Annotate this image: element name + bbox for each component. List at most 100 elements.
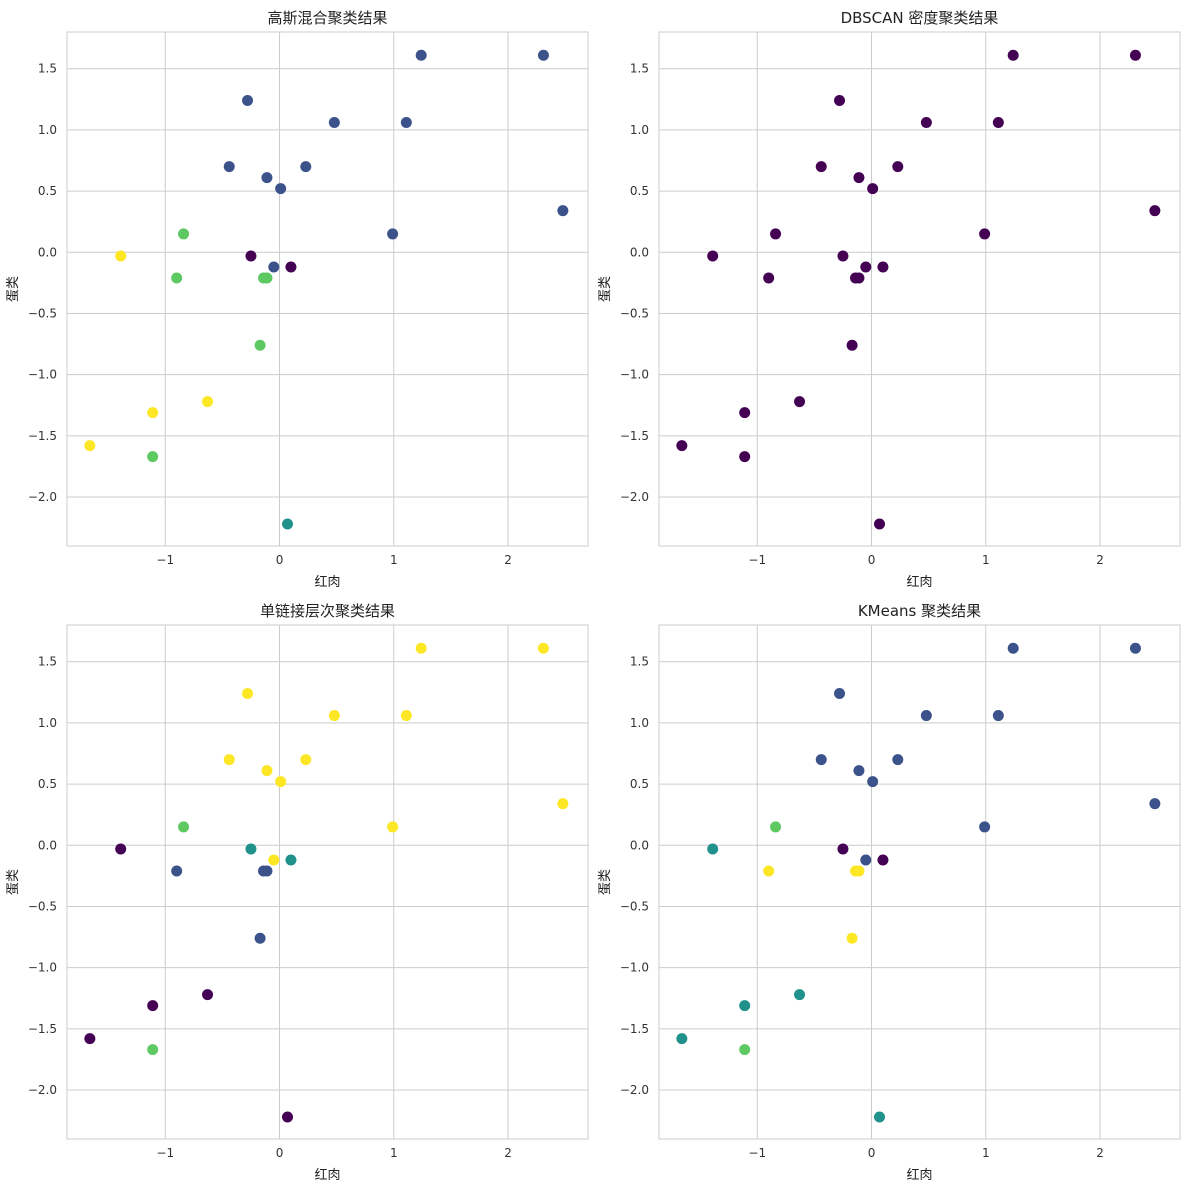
scatter-point: [877, 261, 889, 273]
scatter-point: [1149, 205, 1161, 217]
scatter-point: [275, 776, 287, 788]
scatter-point: [147, 407, 159, 419]
scatter-point: [834, 688, 846, 700]
scatter-point: [415, 49, 427, 61]
scatter-point: [853, 865, 865, 877]
scatter-point: [794, 396, 806, 408]
scatter-point: [739, 1044, 751, 1056]
scatter-point: [676, 1033, 688, 1045]
scatter-point: [261, 865, 273, 877]
y-tick-label: −0.5: [620, 899, 649, 913]
scatter-point: [115, 250, 127, 262]
scatter-point: [147, 451, 159, 463]
scatter-point: [415, 642, 427, 654]
scatter-point: [1007, 642, 1019, 654]
scatter-point: [837, 843, 849, 855]
scatter-point: [867, 776, 879, 788]
x-tick-label: −1: [748, 553, 766, 567]
y-tick-label: −1.5: [620, 1022, 649, 1036]
x-tick-label: −1: [156, 1146, 174, 1160]
y-tick-label: 1.0: [38, 123, 57, 137]
scatter-point: [1129, 642, 1141, 654]
y-tick-label: 0.5: [38, 777, 57, 791]
x-tick-label: −1: [156, 553, 174, 567]
scatter-point: [202, 396, 214, 408]
scatter-point: [860, 261, 872, 273]
scatter-point: [245, 250, 257, 262]
y-tick-label: 0.0: [38, 838, 57, 852]
y-tick-label: 1.5: [630, 655, 649, 669]
scatter-point: [254, 339, 266, 351]
y-axis-label: 蛋类: [598, 869, 613, 895]
y-axis-label: 蛋类: [598, 276, 613, 302]
scatter-point: [834, 95, 846, 107]
scatter-point: [867, 183, 879, 195]
scatter-point: [400, 710, 412, 722]
scatter-point: [992, 117, 1004, 129]
chart-title: DBSCAN 密度聚类结果: [841, 9, 999, 27]
scatter-point: [261, 765, 273, 777]
scatter-point: [223, 161, 235, 173]
scatter-point: [261, 172, 273, 184]
y-tick-label: 0.0: [630, 245, 649, 259]
y-tick-label: −0.5: [620, 306, 649, 320]
y-axis-label: 蛋类: [6, 869, 21, 895]
scatter-point: [815, 161, 827, 173]
scatter-point: [853, 272, 865, 284]
y-axis-label: 蛋类: [6, 276, 21, 302]
plot-frame: [66, 31, 589, 547]
y-tick-label: 1.0: [38, 716, 57, 730]
scatter-point: [979, 228, 991, 240]
scatter-point: [979, 821, 991, 833]
scatter-panel-2: −1 0 1 2 −2.0 −1.5 −1.0 −0.5 0.0 0.5 1.0 1.5 DBSCAN …: [598, 9, 1181, 590]
scatter-point: [223, 754, 235, 766]
chart-title: 单链接层次聚类结果: [260, 602, 395, 620]
x-tick-label: 2: [504, 1146, 512, 1160]
scatter-point: [557, 798, 569, 810]
x-tick-label: 0: [868, 553, 876, 567]
scatter-point: [242, 95, 254, 107]
scatter-point: [328, 117, 340, 129]
y-tick-label: −1.0: [620, 368, 649, 382]
scatter-point: [268, 854, 280, 866]
y-tick-label: −0.5: [28, 306, 57, 320]
scatter-point: [892, 754, 904, 766]
scatter-point: [261, 272, 273, 284]
scatter-point: [171, 865, 183, 877]
scatter-panel-4: −1 0 1 2 −2.0 −1.5 −1.0 −0.5 0.0 0.5 1.0 1.5 KMeans …: [598, 602, 1181, 1183]
scatter-point: [245, 843, 257, 855]
y-tick-label: −1.5: [28, 1022, 57, 1036]
scatter-point: [300, 754, 312, 766]
y-tick-label: 1.0: [630, 716, 649, 730]
scatter-point: [300, 161, 312, 173]
scatter-point: [1149, 798, 1161, 810]
scatter-point: [84, 440, 96, 452]
scatter-point: [1007, 49, 1019, 61]
scatter-point: [202, 989, 214, 1001]
scatter-point: [846, 339, 858, 351]
y-tick-label: 0.5: [38, 184, 57, 198]
y-tick-label: −1.0: [28, 368, 57, 382]
scatter-panel-1: −1 0 1 2 −2.0 −1.5 −1.0 −0.5 0.0 0.5 1.0 1.5 高斯混合聚类结…: [6, 9, 589, 590]
x-tick-label: 1: [982, 553, 990, 567]
scatter-point: [794, 989, 806, 1001]
y-tick-label: −1.5: [620, 429, 649, 443]
scatter-point: [676, 440, 688, 452]
y-tick-label: −1.0: [28, 961, 57, 975]
x-tick-label: 2: [1096, 553, 1104, 567]
scatter-point: [815, 754, 827, 766]
scatter-point: [387, 821, 399, 833]
y-tick-label: 1.5: [38, 62, 57, 76]
x-axis-label: 红肉: [906, 1167, 932, 1183]
plot-frame: [658, 624, 1181, 1140]
scatter-point: [770, 228, 782, 240]
scatter-point: [920, 117, 932, 129]
scatter-point: [739, 407, 751, 419]
scatter-point: [84, 1033, 96, 1045]
x-axis-label: 红肉: [314, 574, 340, 590]
scatter-point: [115, 843, 127, 855]
chart-title: 高斯混合聚类结果: [267, 9, 387, 27]
y-tick-label: 1.5: [630, 62, 649, 76]
x-tick-label: 2: [1096, 1146, 1104, 1160]
scatter-point: [1129, 49, 1141, 61]
